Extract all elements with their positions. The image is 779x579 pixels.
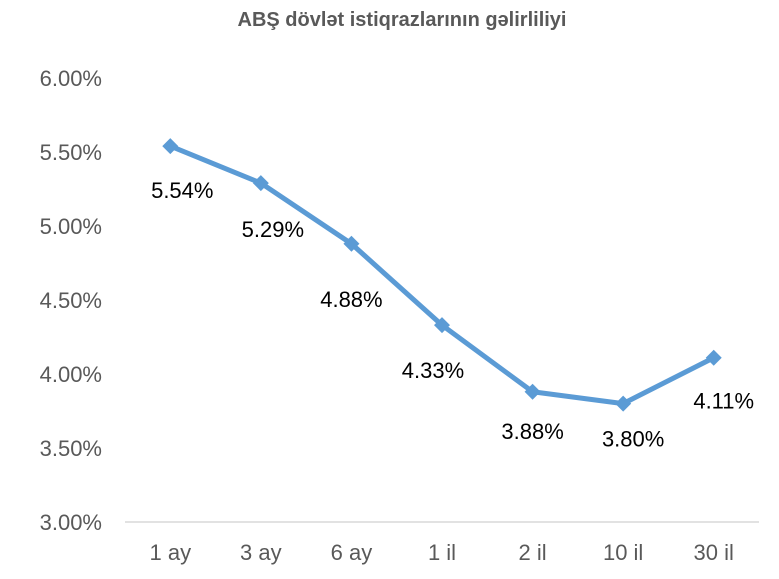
x-tick-label: 1 il — [428, 540, 456, 565]
y-tick-label: 3.00% — [40, 510, 102, 535]
y-tick-label: 4.50% — [40, 288, 102, 313]
y-tick-label: 6.00% — [40, 66, 102, 91]
x-tick-label: 2 il — [519, 540, 547, 565]
x-axis-ticks: 1 ay 3 ay 6 ay 1 il 2 il 10 il 30 il — [149, 540, 733, 565]
data-labels: 5.54% 5.29% 4.88% 4.33% 3.88% 3.80% 4.11% — [151, 178, 754, 452]
data-label: 3.80% — [602, 427, 664, 452]
y-tick-label: 3.50% — [40, 436, 102, 461]
data-point-marker — [343, 235, 360, 252]
data-label: 4.88% — [320, 287, 382, 312]
data-label: 4.33% — [402, 358, 464, 383]
data-label: 5.54% — [151, 178, 213, 203]
y-tick-label: 5.00% — [40, 214, 102, 239]
series-markers — [162, 138, 722, 412]
data-point-marker — [615, 395, 632, 412]
data-point-marker — [705, 349, 722, 366]
y-axis-ticks: 3.00% 3.50% 4.00% 4.50% 5.00% 5.50% 6.00% — [40, 66, 102, 535]
data-point-marker — [252, 175, 269, 192]
data-point-marker — [524, 383, 541, 400]
data-label: 3.88% — [501, 419, 563, 444]
data-label: 4.11% — [693, 389, 754, 414]
y-tick-label: 5.50% — [40, 140, 102, 165]
x-tick-label: 30 il — [694, 540, 734, 565]
x-tick-label: 3 ay — [240, 540, 282, 565]
data-point-marker — [162, 138, 179, 155]
x-tick-label: 6 ay — [331, 540, 373, 565]
x-tick-label: 10 il — [603, 540, 643, 565]
data-point-marker — [434, 317, 450, 334]
x-tick-label: 1 ay — [149, 540, 191, 565]
data-label: 5.29% — [242, 217, 304, 242]
chart-title: ABŞ dövlət istiqrazlarının gəlirliliyi — [238, 9, 567, 31]
y-tick-label: 4.00% — [40, 362, 102, 387]
